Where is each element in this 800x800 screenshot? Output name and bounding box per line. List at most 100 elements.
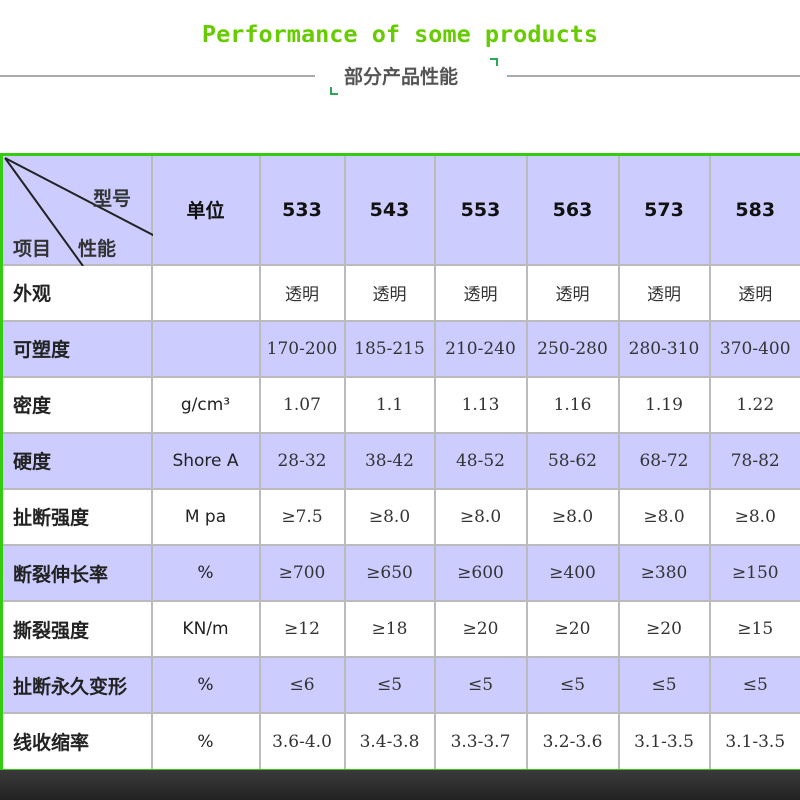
value-cell: ≥15 xyxy=(708,600,800,659)
value-cell: 1.1 xyxy=(343,375,436,434)
value-cell: ≥380 xyxy=(617,544,711,603)
value-cell: 250-280 xyxy=(525,319,620,378)
model-header: 583 xyxy=(708,153,800,266)
value-cell: 68-72 xyxy=(617,431,711,490)
row-label: 撕裂强度 xyxy=(0,600,153,659)
value-cell: 1.13 xyxy=(433,375,528,434)
model-header: 533 xyxy=(258,153,346,266)
value-cell: 280-310 xyxy=(617,319,711,378)
value-cell: ≥650 xyxy=(343,544,436,603)
value-cell: 透明 xyxy=(617,263,711,322)
value-cell: ≤5 xyxy=(433,656,528,715)
model-header: 553 xyxy=(433,153,528,266)
row-label: 线收缩率 xyxy=(0,712,153,772)
row-label: 扯断强度 xyxy=(0,487,153,547)
value-cell: ≥8.0 xyxy=(433,487,528,547)
row-label: 硬度 xyxy=(0,431,153,490)
value-cell: 1.22 xyxy=(708,375,800,434)
value-cell: ≥20 xyxy=(617,600,711,659)
value-cell: 210-240 xyxy=(433,319,528,378)
value-cell: ≤5 xyxy=(617,656,711,715)
value-cell: ≥700 xyxy=(258,544,346,603)
value-cell: ≥20 xyxy=(433,600,528,659)
table-row: 可塑度 170-200 185-215 210-240 250-280 280-310 37… xyxy=(0,319,800,378)
value-cell: 78-82 xyxy=(708,431,800,490)
row-unit: Shore A xyxy=(150,431,261,490)
value-cell: 3.3-3.7 xyxy=(433,712,528,772)
table-row: 外观 透明 透明 透明 透明 透明 透明 xyxy=(0,263,800,322)
value-cell: 28-32 xyxy=(258,431,346,490)
corner-item: 项目 xyxy=(13,238,52,260)
value-cell: ≥8.0 xyxy=(708,487,800,547)
value-cell: 3.6-4.0 xyxy=(258,712,346,772)
dark-background xyxy=(0,770,800,800)
value-cell: 3.1-3.5 xyxy=(617,712,711,772)
model-header: 573 xyxy=(617,153,711,266)
row-unit: % xyxy=(150,712,261,772)
diagonal-lines xyxy=(4,157,153,266)
row-unit: M pa xyxy=(150,487,261,547)
value-cell: 3.1-3.5 xyxy=(708,712,800,772)
value-cell: ≥8.0 xyxy=(617,487,711,547)
unit-header: 单位 xyxy=(150,153,261,266)
value-cell: ≥150 xyxy=(708,544,800,603)
value-cell: 3.2-3.6 xyxy=(525,712,620,772)
value-cell: ≥7.5 xyxy=(258,487,346,547)
value-cell: ≤5 xyxy=(343,656,436,715)
row-unit xyxy=(150,263,261,322)
section-subtitle: 部分产品性能 xyxy=(344,66,459,88)
bracket-top-right xyxy=(490,58,498,66)
row-unit: % xyxy=(150,656,261,715)
table-row: 线收缩率% 3.6-4.0 3.4-3.8 3.3-3.7 3.2-3.6 3.1-3.5… xyxy=(0,712,800,772)
value-cell: ≥600 xyxy=(433,544,528,603)
table-row: 扯断强度 M pa ≥7.5 ≥8.0 ≥8.0 ≥8.0 ≥8.0 ≥8.0 xyxy=(0,487,800,547)
table-row: 硬度 Shore A 28-32 38-42 48-52 58-62 68-72 78-82 xyxy=(0,431,800,490)
value-cell: 1.07 xyxy=(258,375,346,434)
value-cell: ≥20 xyxy=(525,600,620,659)
row-label: 断裂伸长率 xyxy=(0,544,153,603)
row-unit: g/cm³ xyxy=(150,375,261,434)
value-cell: 透明 xyxy=(433,263,528,322)
value-cell: ≥8.0 xyxy=(525,487,620,547)
corner-cell: 型号项目 性能 xyxy=(0,153,153,266)
page-title: Performance of some products xyxy=(201,20,599,48)
value-cell: ≥400 xyxy=(525,544,620,603)
value-cell: 1.16 xyxy=(525,375,620,434)
value-cell: 38-42 xyxy=(343,431,436,490)
row-label: 可塑度 xyxy=(0,319,153,378)
value-cell: 透明 xyxy=(525,263,620,322)
value-cell: 透明 xyxy=(258,263,346,322)
table-row: 撕裂强度 KN/m ≥12 ≥18 ≥20 ≥20 ≥20 ≥15 xyxy=(0,600,800,659)
value-cell: 370-400 xyxy=(708,319,800,378)
value-cell: ≥12 xyxy=(258,600,346,659)
row-unit: KN/m xyxy=(150,600,261,659)
value-cell: ≥18 xyxy=(343,600,436,659)
table-row: 扯断永久变形% ≤6 ≤5 ≤5 ≤5 ≤5 ≤5 xyxy=(0,656,800,715)
value-cell: 170-200 xyxy=(258,319,346,378)
value-cell: 3.4-3.8 xyxy=(343,712,436,772)
bracket-bottom-left xyxy=(330,87,338,95)
row-label: 密度 xyxy=(0,375,153,434)
model-header: 543 xyxy=(343,153,436,266)
header-row: 型号项目 性能 单位 533 543 553 563 573 583 xyxy=(0,153,800,266)
corner-performance: 性能 xyxy=(78,238,117,260)
row-unit xyxy=(150,319,261,378)
value-cell: 48-52 xyxy=(433,431,528,490)
divider-left xyxy=(0,75,315,77)
value-cell: ≥8.0 xyxy=(343,487,436,547)
table-row: 断裂伸长率% ≥700 ≥650 ≥600 ≥400 ≥380 ≥150 xyxy=(0,544,800,603)
value-cell: 185-215 xyxy=(343,319,436,378)
value-cell: 1.19 xyxy=(617,375,711,434)
value-cell: 透明 xyxy=(343,263,436,322)
value-cell: ≤5 xyxy=(525,656,620,715)
row-label: 扯断永久变形 xyxy=(0,656,153,715)
table-row: 密度 g/cm³ 1.07 1.1 1.13 1.16 1.19 1.22 xyxy=(0,375,800,434)
value-cell: ≤5 xyxy=(708,656,800,715)
value-cell: ≤6 xyxy=(258,656,346,715)
model-header: 563 xyxy=(525,153,620,266)
row-label: 外观 xyxy=(0,263,153,322)
value-cell: 58-62 xyxy=(525,431,620,490)
performance-table: 型号 项目 性能 单位 533 543 553 563 573 583 外观 透明 透明 透明 透明 透明 透明… xyxy=(0,153,800,772)
row-unit: % xyxy=(150,544,261,603)
corner-model: 型号 xyxy=(93,188,132,210)
